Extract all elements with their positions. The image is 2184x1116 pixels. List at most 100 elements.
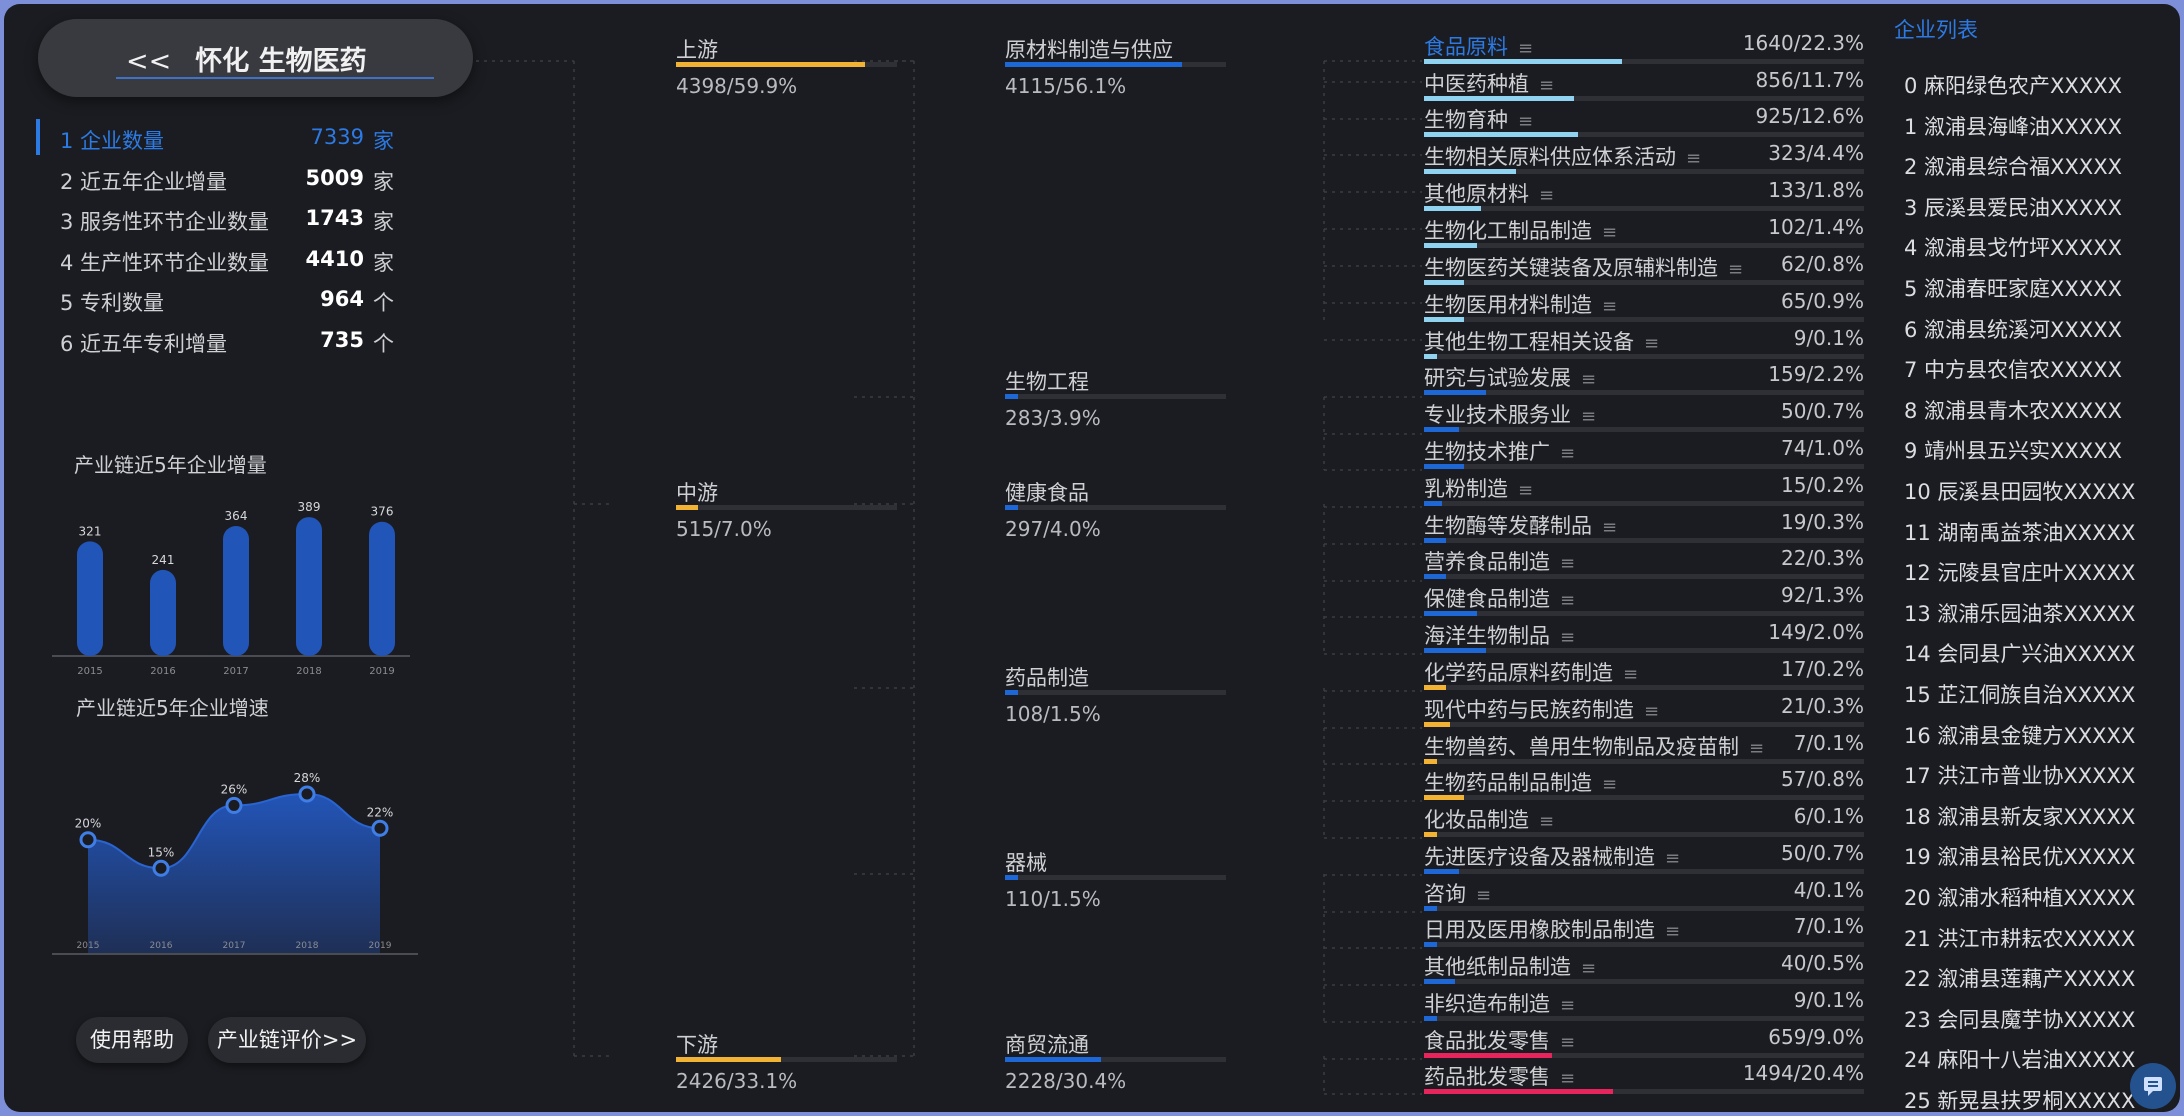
area-point[interactable] xyxy=(152,859,170,877)
bar[interactable] xyxy=(223,526,249,656)
menu-icon[interactable]: ≡ xyxy=(1560,1068,1576,1089)
menu-icon[interactable]: ≡ xyxy=(1560,443,1576,464)
menu-icon[interactable]: ≡ xyxy=(1518,111,1534,132)
back-icon[interactable]: << xyxy=(126,46,172,77)
category-row[interactable]: 生物相关原料供应体系活动 ≡ 323/4.4% xyxy=(1424,141,1864,178)
menu-icon[interactable]: ≡ xyxy=(1644,333,1660,354)
category-row[interactable]: 保健食品制造 ≡ 92/1.3% xyxy=(1424,583,1864,620)
menu-icon[interactable]: ≡ xyxy=(1476,885,1492,906)
company-list-item[interactable]: 15 芷江侗族自治XXXXX xyxy=(1904,683,2136,707)
category-row[interactable]: 生物技术推广 ≡ 74/1.0% xyxy=(1424,436,1864,473)
category-row[interactable]: 咨询 ≡ 4/0.1% xyxy=(1424,878,1864,915)
category-row[interactable]: 中医药种植 ≡ 856/11.7% xyxy=(1424,68,1864,105)
company-list-item[interactable]: 13 溆浦乐园油茶XXXXX xyxy=(1904,601,2136,626)
company-list-item[interactable]: 18 溆浦县新友家XXXXX xyxy=(1904,804,2136,829)
company-list-item[interactable]: 10 辰溪县田园牧XXXXX xyxy=(1904,480,2136,504)
company-list-item[interactable]: 24 麻阳十八岩油XXXXX xyxy=(1904,1048,2136,1073)
menu-icon[interactable]: ≡ xyxy=(1728,259,1744,280)
company-list-item[interactable]: 12 沅陵县官庄叶XXXXX xyxy=(1904,561,2136,586)
area-point[interactable] xyxy=(79,831,97,849)
category-row[interactable]: 海洋生物制品 ≡ 149/2.0% xyxy=(1424,620,1864,657)
category-row[interactable]: 生物兽药、兽用生物制品及疫苗制 ≡ 7/0.1% xyxy=(1424,731,1864,768)
menu-icon[interactable]: ≡ xyxy=(1539,75,1555,96)
category-row[interactable]: 现代中药与民族药制造 ≡ 21/0.3% xyxy=(1424,694,1864,731)
company-list-item[interactable]: 17 洪江市普业协XXXXX xyxy=(1904,764,2136,789)
company-list-item[interactable]: 7 中方县农信农XXXXX xyxy=(1904,358,2122,383)
stat-row-enterprise-increment[interactable]: 2 近五年企业增量 5009 家 xyxy=(40,160,400,196)
company-list-item[interactable]: 11 湖南禹益茶油XXXXX xyxy=(1904,520,2136,545)
stat-row-service-enterprises[interactable]: 3 服务性环节企业数量 1743 家 xyxy=(40,200,400,236)
category-row[interactable]: 乳粉制造 ≡ 15/0.2% xyxy=(1424,473,1864,510)
company-list-item[interactable]: 25 新晃县扶罗桐XXXXX xyxy=(1904,1089,2136,1112)
category-row[interactable]: 非织造布制造 ≡ 9/0.1% xyxy=(1424,988,1864,1025)
company-list-item[interactable]: 20 溆浦水稻种植XXXXX xyxy=(1904,886,2136,910)
category-row[interactable]: 其他纸制品制造 ≡ 40/0.5% xyxy=(1424,951,1864,988)
bar[interactable] xyxy=(296,517,322,656)
category-row[interactable]: 药品批发零售 ≡ 1494/20.4% xyxy=(1424,1061,1864,1098)
menu-icon[interactable]: ≡ xyxy=(1581,369,1597,390)
company-list-item[interactable]: 21 洪江市耕耘农XXXXX xyxy=(1904,926,2136,951)
menu-icon[interactable]: ≡ xyxy=(1665,848,1681,869)
category-row[interactable]: 日用及医用橡胶制品制造 ≡ 7/0.1% xyxy=(1424,914,1864,951)
category-row[interactable]: 生物药品制品制造 ≡ 57/0.8% xyxy=(1424,767,1864,804)
menu-icon[interactable]: ≡ xyxy=(1602,517,1618,538)
category-row[interactable]: 食品原料 ≡ 1640/22.3% xyxy=(1424,31,1864,68)
menu-icon[interactable]: ≡ xyxy=(1623,664,1639,685)
category-row[interactable]: 生物酶等发酵制品 ≡ 19/0.3% xyxy=(1424,510,1864,547)
bar[interactable] xyxy=(150,569,176,656)
menu-icon[interactable]: ≡ xyxy=(1602,222,1618,243)
category-row[interactable]: 食品批发零售 ≡ 659/9.0% xyxy=(1424,1025,1864,1062)
menu-icon[interactable]: ≡ xyxy=(1518,38,1534,59)
menu-icon[interactable]: ≡ xyxy=(1560,553,1576,574)
category-row[interactable]: 生物医用材料制造 ≡ 65/0.9% xyxy=(1424,289,1864,326)
stat-row-production-enterprises[interactable]: 4 生产性环节企业数量 4410 家 xyxy=(40,241,400,277)
menu-icon[interactable]: ≡ xyxy=(1602,296,1618,317)
category-row[interactable]: 生物医药关键装备及原辅料制造 ≡ 62/0.8% xyxy=(1424,252,1864,289)
menu-icon[interactable]: ≡ xyxy=(1560,590,1576,611)
menu-icon[interactable]: ≡ xyxy=(1581,958,1597,979)
category-row[interactable]: 其他生物工程相关设备 ≡ 9/0.1% xyxy=(1424,326,1864,363)
category-row[interactable]: 化妆品制造 ≡ 6/0.1% xyxy=(1424,804,1864,841)
category-row[interactable]: 营养食品制造 ≡ 22/0.3% xyxy=(1424,546,1864,583)
menu-icon[interactable]: ≡ xyxy=(1644,701,1660,722)
menu-icon[interactable]: ≡ xyxy=(1560,995,1576,1016)
stat-row-enterprise-count[interactable]: 1 企业数量 7339 家 xyxy=(36,119,400,155)
category-row[interactable]: 生物育种 ≡ 925/12.6% xyxy=(1424,104,1864,141)
menu-icon[interactable]: ≡ xyxy=(1539,811,1555,832)
company-list-item[interactable]: 1 溆浦县海峰油XXXXX xyxy=(1904,114,2122,139)
stat-row-patent-increment[interactable]: 6 近五年专利增量 735 个 xyxy=(40,322,400,358)
company-list-item[interactable]: 22 溆浦县莲藕产XXXXX xyxy=(1904,967,2136,992)
company-list-item[interactable]: 16 溆浦县金键方XXXXX xyxy=(1904,723,2136,748)
category-row[interactable]: 生物化工制品制造 ≡ 102/1.4% xyxy=(1424,215,1864,252)
stat-row-patent-count[interactable]: 5 专利数量 964 个 xyxy=(40,281,400,317)
company-list-item[interactable]: 9 靖州县五兴实XXXXX xyxy=(1904,439,2122,464)
bar[interactable] xyxy=(77,541,103,656)
menu-icon[interactable]: ≡ xyxy=(1581,406,1597,427)
menu-icon[interactable]: ≡ xyxy=(1686,148,1702,169)
company-list-item[interactable]: 8 溆浦县青木农XXXXX xyxy=(1904,398,2122,423)
company-list-item[interactable]: 19 溆浦县裕民优XXXXX xyxy=(1904,845,2136,870)
company-list-item[interactable]: 3 辰溪县爱民油XXXXX xyxy=(1904,195,2122,220)
title-bar[interactable]: << 怀化 生物医药 xyxy=(38,19,473,97)
menu-icon[interactable]: ≡ xyxy=(1560,1032,1576,1053)
company-list-item[interactable]: 2 溆浦县综合福XXXXX xyxy=(1904,155,2122,180)
company-list-item[interactable]: 0 麻阳绿色农产XXXXX xyxy=(1904,74,2122,98)
menu-icon[interactable]: ≡ xyxy=(1749,738,1765,759)
bar[interactable] xyxy=(369,521,395,656)
menu-icon[interactable]: ≡ xyxy=(1518,480,1534,501)
company-list-item[interactable]: 6 溆浦县统溪河XXXXX xyxy=(1904,317,2122,342)
menu-icon[interactable]: ≡ xyxy=(1539,185,1555,206)
menu-icon[interactable]: ≡ xyxy=(1665,921,1681,942)
area-point[interactable] xyxy=(298,785,316,803)
company-list-item[interactable]: 5 溆浦春旺家庭XXXXX xyxy=(1904,277,2122,301)
chain-evaluation-button[interactable]: 产业链评价>> xyxy=(208,1017,366,1063)
category-row[interactable]: 专业技术服务业 ≡ 50/0.7% xyxy=(1424,399,1864,436)
company-list-item[interactable]: 4 溆浦县戈竹坪XXXXX xyxy=(1904,236,2122,261)
category-row[interactable]: 研究与试验发展 ≡ 159/2.2% xyxy=(1424,362,1864,399)
chat-button[interactable] xyxy=(2130,1063,2176,1109)
area-point[interactable] xyxy=(225,796,243,814)
menu-icon[interactable]: ≡ xyxy=(1602,774,1618,795)
category-row[interactable]: 其他原材料 ≡ 133/1.8% xyxy=(1424,178,1864,215)
company-list-item[interactable]: 14 会同县广兴油XXXXX xyxy=(1904,642,2136,667)
company-list-item[interactable]: 23 会同县魔芋协XXXXX xyxy=(1904,1007,2136,1032)
